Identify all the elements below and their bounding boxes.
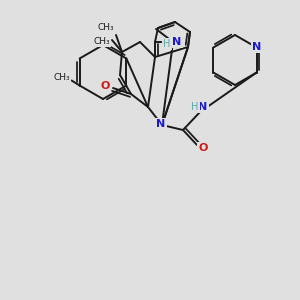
Text: N: N [252,41,261,52]
Text: H: H [163,39,171,49]
Text: N: N [172,37,182,47]
Text: O: O [198,143,208,153]
Text: N: N [156,119,166,129]
Text: H: H [191,102,199,112]
Text: O: O [100,81,110,91]
Text: CH₃: CH₃ [94,38,110,46]
Text: CH₃: CH₃ [98,23,114,32]
Text: N: N [198,102,208,112]
Text: CH₃: CH₃ [53,73,70,82]
